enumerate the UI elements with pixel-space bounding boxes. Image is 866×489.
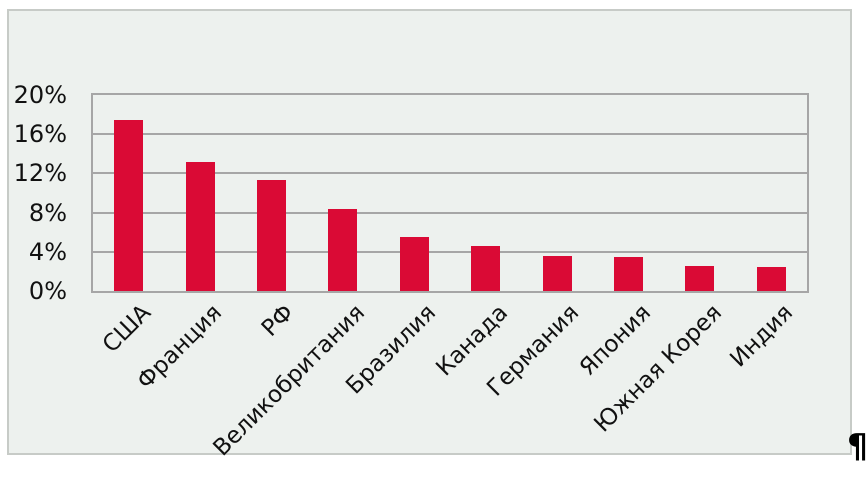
- y-tick-label: 16%: [13, 120, 67, 149]
- y-tick-label: 8%: [28, 198, 67, 227]
- bar-Германия: [542, 255, 572, 291]
- chart-object: 0% 4% 8% 12% 16% 20% США Франция РФ Великобритан…: [7, 9, 852, 461]
- y-tick-label: 4%: [28, 237, 67, 266]
- paragraph-mark: ¶: [847, 426, 866, 465]
- bar-Индия: [756, 266, 786, 291]
- gridline: [93, 211, 807, 214]
- gridline: [93, 172, 807, 175]
- plot-area: [91, 93, 809, 293]
- y-tick-label: 12%: [13, 159, 67, 188]
- gridline: [93, 133, 807, 136]
- bar-Канада: [471, 245, 501, 291]
- bar-Великобритания: [328, 208, 358, 291]
- bar-Бразилия: [399, 237, 429, 291]
- bar-Южная Корея: [685, 265, 715, 291]
- y-tick-label: 20%: [13, 81, 67, 109]
- gridline: [93, 250, 807, 253]
- bar-Франция: [185, 161, 215, 291]
- y-tick-label: 0%: [28, 277, 67, 305]
- bar-Япония: [614, 256, 643, 291]
- bar-РФ: [257, 180, 286, 291]
- bar-США: [114, 119, 144, 291]
